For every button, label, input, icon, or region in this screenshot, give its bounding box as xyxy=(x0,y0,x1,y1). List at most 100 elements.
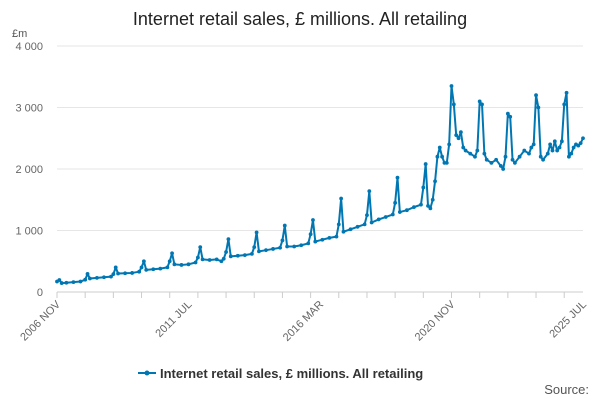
data-point[interactable] xyxy=(454,133,459,138)
data-point[interactable] xyxy=(102,275,106,280)
data-point[interactable] xyxy=(327,235,332,240)
data-point[interactable] xyxy=(376,217,381,222)
data-point[interactable] xyxy=(130,271,135,275)
data-point[interactable] xyxy=(57,278,62,282)
data-point[interactable] xyxy=(559,139,564,144)
data-point[interactable] xyxy=(463,148,468,153)
data-point[interactable] xyxy=(71,280,76,285)
data-point[interactable] xyxy=(85,271,90,276)
data-point[interactable] xyxy=(369,220,374,225)
data-point[interactable] xyxy=(468,151,473,156)
data-point[interactable] xyxy=(170,251,174,256)
data-point[interactable] xyxy=(313,239,318,244)
data-point[interactable] xyxy=(348,227,353,232)
data-point[interactable] xyxy=(151,267,156,272)
data-point[interactable] xyxy=(421,185,426,190)
data-point[interactable] xyxy=(529,145,534,150)
data-point[interactable] xyxy=(226,237,231,242)
data-point[interactable] xyxy=(336,222,341,227)
data-point[interactable] xyxy=(83,277,88,282)
data-point[interactable] xyxy=(449,84,454,88)
data-point[interactable] xyxy=(334,234,339,239)
data-point[interactable] xyxy=(510,157,515,162)
data-point[interactable] xyxy=(578,141,583,146)
data-point[interactable] xyxy=(531,142,536,147)
data-point[interactable] xyxy=(186,262,191,267)
data-point[interactable] xyxy=(144,267,149,272)
data-point[interactable] xyxy=(172,262,177,267)
data-point[interactable] xyxy=(522,148,527,153)
data-point[interactable] xyxy=(308,232,313,237)
data-point[interactable] xyxy=(557,145,562,150)
data-point[interactable] xyxy=(165,265,170,270)
data-point[interactable] xyxy=(264,248,268,253)
data-point[interactable] xyxy=(477,99,482,104)
data-point[interactable] xyxy=(567,154,571,159)
data-point[interactable] xyxy=(419,202,423,207)
data-point[interactable] xyxy=(562,102,567,107)
data-point[interactable] xyxy=(224,250,228,254)
data-point[interactable] xyxy=(437,145,442,150)
data-point[interactable] xyxy=(545,151,550,156)
data-point[interactable] xyxy=(87,276,92,281)
data-point[interactable] xyxy=(473,154,477,159)
data-point[interactable] xyxy=(444,160,449,165)
data-point[interactable] xyxy=(59,281,64,285)
data-point[interactable] xyxy=(200,257,205,262)
data-point[interactable] xyxy=(111,272,116,277)
data-point[interactable] xyxy=(569,151,574,156)
data-point[interactable] xyxy=(456,136,461,141)
data-point[interactable] xyxy=(571,145,576,150)
data-point[interactable] xyxy=(339,196,344,201)
data-point[interactable] xyxy=(254,230,259,235)
data-point[interactable] xyxy=(555,148,560,153)
data-point[interactable] xyxy=(395,175,400,180)
data-point[interactable] xyxy=(447,142,452,147)
data-point[interactable] xyxy=(538,154,543,159)
data-point[interactable] xyxy=(501,167,506,171)
data-point[interactable] xyxy=(517,154,522,159)
data-point[interactable] xyxy=(280,238,285,243)
data-point[interactable] xyxy=(534,93,538,98)
data-point[interactable] xyxy=(404,208,409,213)
data-point[interactable] xyxy=(367,189,372,194)
data-point[interactable] xyxy=(489,160,494,165)
data-point[interactable] xyxy=(214,257,219,262)
data-point[interactable] xyxy=(494,157,499,162)
data-point[interactable] xyxy=(383,215,388,219)
data-point[interactable] xyxy=(299,243,304,248)
data-point[interactable] xyxy=(78,279,83,284)
data-point[interactable] xyxy=(221,256,226,261)
data-point[interactable] xyxy=(278,245,282,250)
data-point[interactable] xyxy=(552,139,557,144)
data-point[interactable] xyxy=(433,179,437,184)
data-point[interactable] xyxy=(195,255,200,260)
data-point[interactable] xyxy=(397,210,402,214)
data-point[interactable] xyxy=(355,224,360,229)
data-point[interactable] xyxy=(451,102,456,107)
data-point[interactable] xyxy=(484,157,489,162)
data-point[interactable] xyxy=(341,229,346,234)
data-point[interactable] xyxy=(137,269,142,274)
data-point[interactable] xyxy=(179,263,184,267)
data-point[interactable] xyxy=(461,145,466,150)
data-point[interactable] xyxy=(480,102,484,107)
data-point[interactable] xyxy=(158,266,163,271)
data-point[interactable] xyxy=(428,206,433,211)
data-point[interactable] xyxy=(513,160,517,165)
data-point[interactable] xyxy=(503,154,508,159)
data-point[interactable] xyxy=(393,200,398,205)
data-point[interactable] xyxy=(282,223,287,228)
data-point[interactable] xyxy=(498,164,503,168)
data-point[interactable] xyxy=(365,213,369,218)
data-point[interactable] xyxy=(285,244,290,249)
data-point[interactable] xyxy=(311,218,315,222)
data-point[interactable] xyxy=(139,265,144,270)
data-point[interactable] xyxy=(320,237,325,242)
data-point[interactable] xyxy=(228,254,233,259)
data-point[interactable] xyxy=(64,280,69,285)
data-point[interactable] xyxy=(435,154,440,159)
data-point[interactable] xyxy=(141,259,146,264)
data-point[interactable] xyxy=(458,130,463,135)
data-point[interactable] xyxy=(527,151,531,156)
